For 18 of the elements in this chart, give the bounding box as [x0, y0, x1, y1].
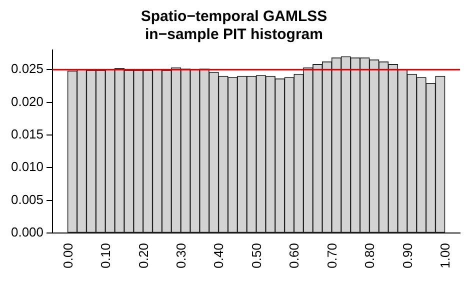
- x-tick-label: 0.50: [248, 243, 264, 268]
- y-tick-label: 0.005: [10, 192, 44, 207]
- x-tick-label: 0.10: [98, 243, 114, 268]
- x-tick-label: 0.60: [286, 243, 302, 268]
- y-tick-label: 0.025: [10, 61, 44, 76]
- chart-title: Spatio−temporal GAMLSS in−sample PIT histogram: [140, 8, 328, 44]
- x-tick-label: 0.20: [136, 243, 151, 268]
- y-tick-label: 0.000: [10, 224, 44, 240]
- x-tick-label: 1.00: [438, 243, 453, 268]
- y-tick-label: 0.015: [10, 126, 44, 142]
- x-tick-label: 0.90: [400, 243, 415, 268]
- x-tick-label: 0.70: [324, 243, 340, 268]
- x-tick-label: 0.40: [211, 243, 226, 268]
- x-tick-label: 0.80: [362, 243, 378, 268]
- x-tick-label: 0.00: [60, 243, 76, 268]
- x-tick-label: 0.30: [173, 243, 188, 268]
- y-tick-label: 0.020: [10, 94, 44, 109]
- y-tick-label: 0.010: [10, 159, 44, 174]
